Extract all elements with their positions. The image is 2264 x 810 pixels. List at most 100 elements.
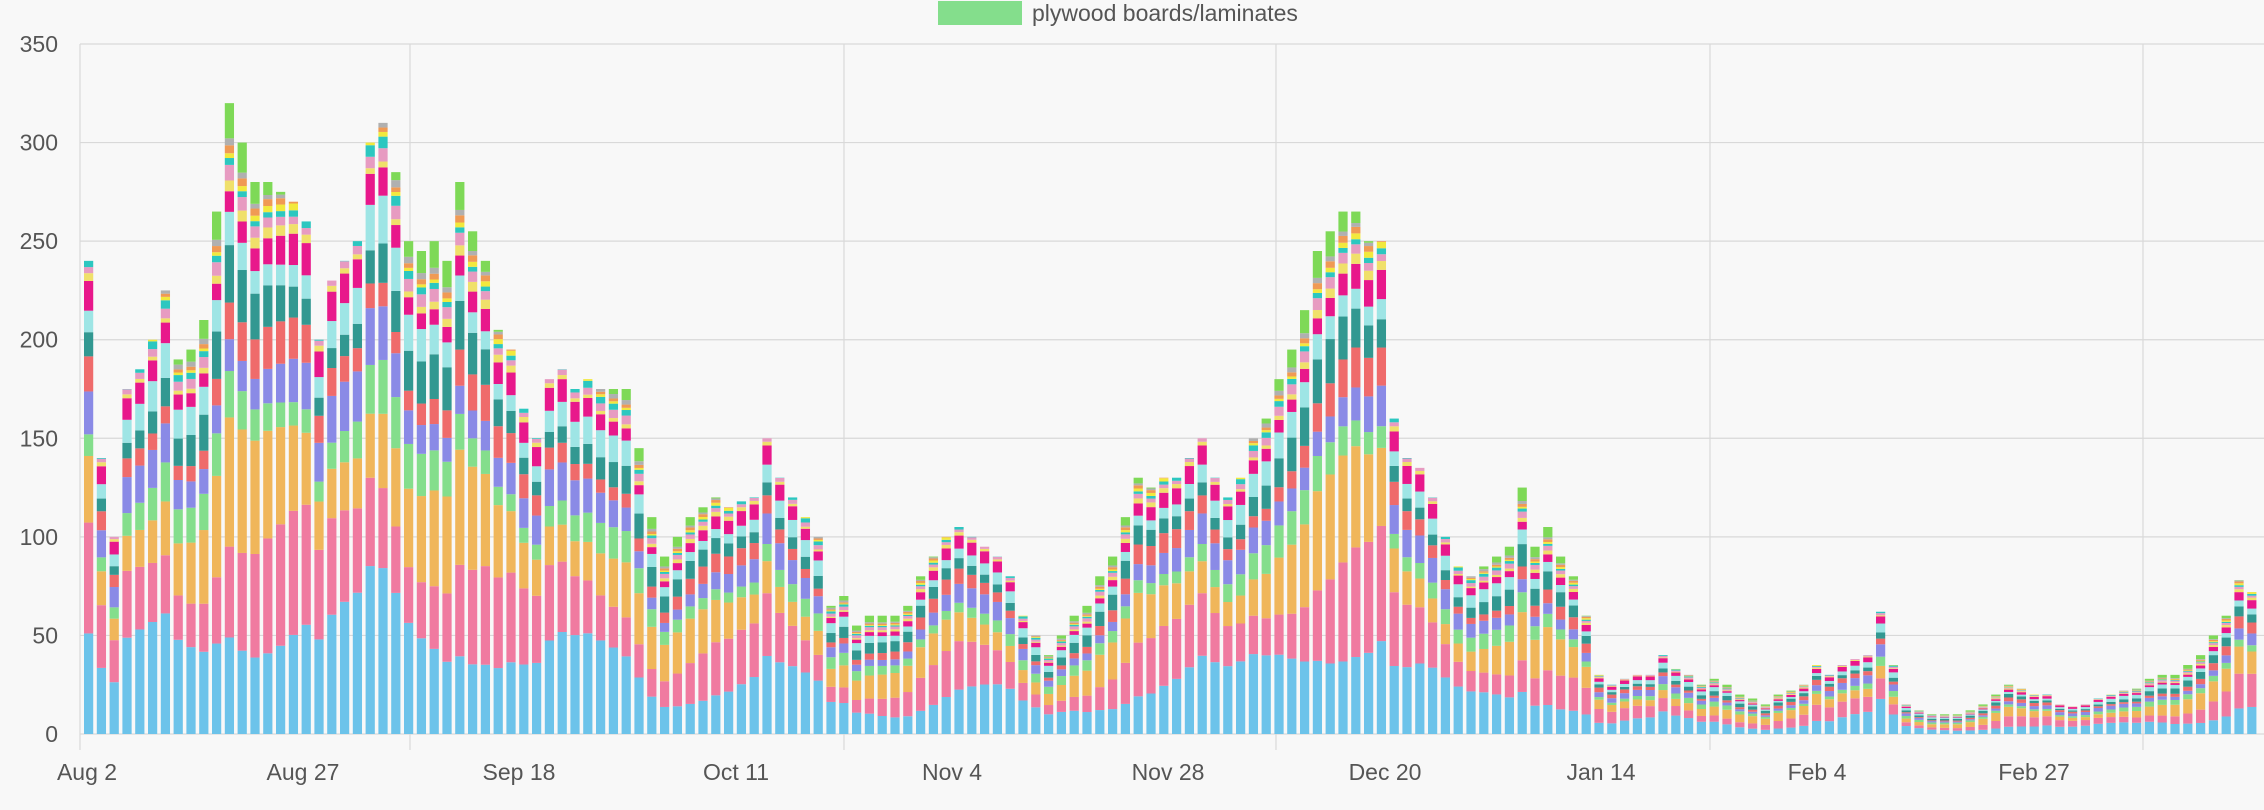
bar-segment — [2183, 668, 2193, 670]
bar-segment — [660, 681, 670, 707]
bar-segment — [1722, 690, 1732, 692]
bar-segment — [596, 430, 606, 458]
bar-segment — [1120, 525, 1131, 528]
bar-segment — [288, 286, 299, 318]
bar-segment — [1466, 577, 1476, 579]
bar-segment — [378, 243, 388, 283]
bar-segment — [608, 487, 619, 501]
bar-segment — [852, 635, 862, 639]
bar-segment — [1453, 567, 1463, 571]
bar-segment — [1927, 727, 1937, 730]
bar-segment — [711, 505, 721, 509]
bar-segment — [1351, 226, 1361, 234]
bar-segment — [1108, 569, 1118, 572]
bar-segment — [1786, 697, 1796, 699]
bar-segment — [1965, 712, 1975, 714]
bar-segment — [813, 560, 823, 576]
bar-segment — [1837, 682, 1847, 690]
bar-segment — [468, 251, 478, 256]
bar-segment — [852, 631, 862, 634]
bar-segment — [864, 635, 875, 643]
bar-segment — [1824, 680, 1835, 684]
bar-segment — [749, 497, 759, 498]
bar-segment — [1568, 639, 1579, 648]
bar-segment — [1568, 579, 1579, 581]
bar-segment — [1684, 676, 1694, 678]
bar-segment — [1056, 639, 1067, 641]
bar-segment — [1914, 713, 1924, 716]
bar-segment — [1082, 635, 1092, 647]
bar-segment — [1914, 722, 1924, 726]
bar-segment — [2221, 615, 2231, 619]
bar-segment — [1364, 270, 1374, 281]
bar-segment — [2068, 707, 2078, 709]
bar-segment — [698, 516, 708, 520]
bar-segment — [1210, 569, 1220, 588]
bar-segment — [404, 314, 414, 351]
bar-segment — [724, 507, 734, 508]
bar-segment — [2068, 716, 2078, 718]
bar-segment — [314, 339, 324, 341]
bar-segment — [301, 432, 311, 505]
bar-segment — [672, 553, 683, 555]
bar-segment — [1517, 529, 1527, 545]
bar-segment — [634, 494, 644, 514]
bar-segment — [122, 570, 132, 638]
bar-segment — [2196, 659, 2206, 661]
bar-segment — [1184, 604, 1195, 668]
bar-segment — [340, 261, 350, 269]
bar-segment — [1965, 717, 1975, 720]
bar-segment — [2196, 661, 2206, 663]
bar-segment — [1389, 592, 1399, 666]
bar-segment — [1402, 557, 1412, 572]
bar-segment — [1671, 671, 1681, 673]
bar-segment — [186, 435, 196, 467]
bar-segment — [1248, 460, 1259, 474]
bar-segment — [327, 285, 337, 292]
bar-segment — [1351, 308, 1361, 348]
bar-segment — [1748, 698, 1758, 701]
legend[interactable]: plywood boards/laminates — [938, 0, 1298, 26]
bar-segment — [544, 410, 555, 432]
bar-segment — [1389, 548, 1399, 593]
bar-segment — [2042, 708, 2052, 711]
bar-segment — [711, 553, 721, 573]
bar-segment — [1197, 495, 1207, 514]
bar-segment — [1338, 661, 1348, 734]
bar-segment — [468, 410, 478, 439]
bar-segment — [544, 447, 555, 470]
bar-segment — [1824, 696, 1835, 700]
bar-segment — [903, 665, 913, 693]
bar-segment — [416, 251, 427, 274]
bar-segment — [608, 462, 619, 488]
bar-segment — [1978, 729, 1988, 734]
bar-segment — [519, 542, 529, 589]
bar-segment — [352, 371, 363, 422]
bar-segment — [992, 584, 1003, 593]
bar-segment — [1978, 710, 1988, 714]
bar-segment — [1325, 261, 1335, 268]
bar-segment — [1709, 697, 1719, 702]
bar-segment — [608, 394, 619, 399]
bar-segment — [826, 610, 836, 612]
bar-segment — [1146, 546, 1156, 566]
bar-segment — [928, 586, 939, 599]
bar-segment — [1684, 686, 1694, 691]
bar-segment — [877, 632, 887, 637]
bar-segment — [1799, 725, 1809, 734]
bar-segment — [1517, 487, 1527, 502]
bar-segment — [839, 616, 849, 627]
bar-segment — [1556, 584, 1566, 593]
bar-segment — [1492, 556, 1502, 563]
bar-segment — [1543, 627, 1553, 671]
bar-segment — [1722, 687, 1732, 689]
bar-segment — [1748, 703, 1758, 705]
bar-segment — [1645, 675, 1655, 677]
bar-segment — [263, 199, 273, 207]
bar-segment — [1952, 714, 1963, 716]
bar-segment — [1658, 657, 1668, 659]
bar-segment — [212, 577, 222, 644]
bar-segment — [365, 308, 375, 365]
bar-segment — [2016, 706, 2027, 709]
bar-segment — [724, 691, 734, 734]
